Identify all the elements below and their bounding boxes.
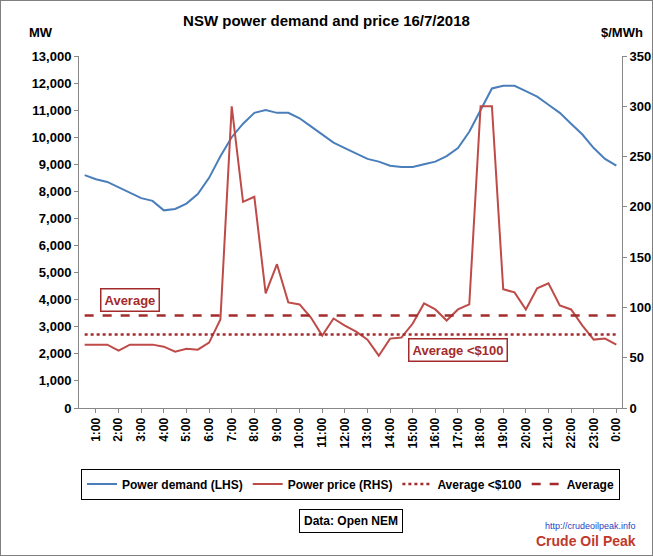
svg-text:3,000: 3,000	[39, 319, 72, 334]
svg-text:8:00: 8:00	[247, 417, 261, 441]
svg-text:300: 300	[630, 99, 652, 114]
svg-text:8,000: 8,000	[39, 184, 72, 199]
svg-text:7:00: 7:00	[225, 417, 239, 441]
svg-text:$/MWh: $/MWh	[601, 25, 643, 40]
svg-text:16:00: 16:00	[428, 417, 442, 448]
svg-text:Power price (RHS): Power price (RHS)	[288, 478, 393, 492]
svg-text:0: 0	[630, 401, 637, 416]
svg-text:6,000: 6,000	[39, 238, 72, 253]
svg-text:14:00: 14:00	[383, 417, 397, 448]
svg-text:9,000: 9,000	[39, 157, 72, 172]
svg-text:0: 0	[64, 401, 71, 416]
svg-text:6:00: 6:00	[202, 417, 216, 441]
svg-text:23:00: 23:00	[587, 417, 601, 448]
svg-text:10,000: 10,000	[32, 130, 72, 145]
svg-text:Average <$100: Average <$100	[413, 343, 504, 358]
svg-text:12,000: 12,000	[32, 76, 72, 91]
svg-text:Average: Average	[105, 293, 156, 308]
svg-text:17:00: 17:00	[451, 417, 465, 448]
svg-text:22:00: 22:00	[564, 417, 578, 448]
svg-text:1,000: 1,000	[39, 373, 72, 388]
svg-text:13,000: 13,000	[32, 49, 72, 64]
svg-text:3:00: 3:00	[134, 417, 148, 441]
svg-text:50: 50	[630, 350, 644, 365]
svg-text:12:00: 12:00	[338, 417, 352, 448]
svg-text:Average <$100: Average <$100	[437, 478, 521, 492]
svg-text:1:00: 1:00	[89, 417, 103, 441]
svg-text:Crude Oil Peak: Crude Oil Peak	[536, 533, 636, 549]
svg-text:18:00: 18:00	[473, 417, 487, 448]
svg-text:4,000: 4,000	[39, 292, 72, 307]
svg-text:250: 250	[630, 149, 652, 164]
svg-text:0:00: 0:00	[609, 417, 623, 441]
svg-text:20:00: 20:00	[519, 417, 533, 448]
svg-text:NSW power demand and price 16/: NSW power demand and price 16/7/2018	[183, 12, 470, 29]
svg-text:200: 200	[630, 199, 652, 214]
svg-text:MW: MW	[29, 25, 53, 40]
svg-text:11:00: 11:00	[315, 417, 329, 447]
svg-text:Average: Average	[567, 478, 614, 492]
svg-text:19:00: 19:00	[496, 417, 510, 448]
svg-text:7,000: 7,000	[39, 211, 72, 226]
svg-text:15:00: 15:00	[406, 417, 420, 448]
svg-text:2:00: 2:00	[111, 417, 125, 441]
svg-text:Data: Open NEM: Data: Open NEM	[304, 514, 398, 528]
svg-text:21:00: 21:00	[541, 417, 555, 448]
svg-text:350: 350	[630, 49, 652, 64]
svg-text:4:00: 4:00	[157, 417, 171, 441]
svg-text:13:00: 13:00	[360, 417, 374, 448]
svg-text:5,000: 5,000	[39, 265, 72, 280]
svg-text:5:00: 5:00	[179, 417, 193, 441]
svg-text:Power demand (LHS): Power demand (LHS)	[122, 478, 243, 492]
svg-text:11,000: 11,000	[32, 103, 71, 118]
svg-text:2,000: 2,000	[39, 346, 72, 361]
svg-text:100: 100	[630, 300, 652, 315]
svg-text:150: 150	[630, 250, 652, 265]
svg-text:http://crudeoilpeak.info: http://crudeoilpeak.info	[545, 521, 636, 531]
svg-text:10:00: 10:00	[292, 417, 306, 448]
svg-text:9:00: 9:00	[270, 417, 284, 441]
